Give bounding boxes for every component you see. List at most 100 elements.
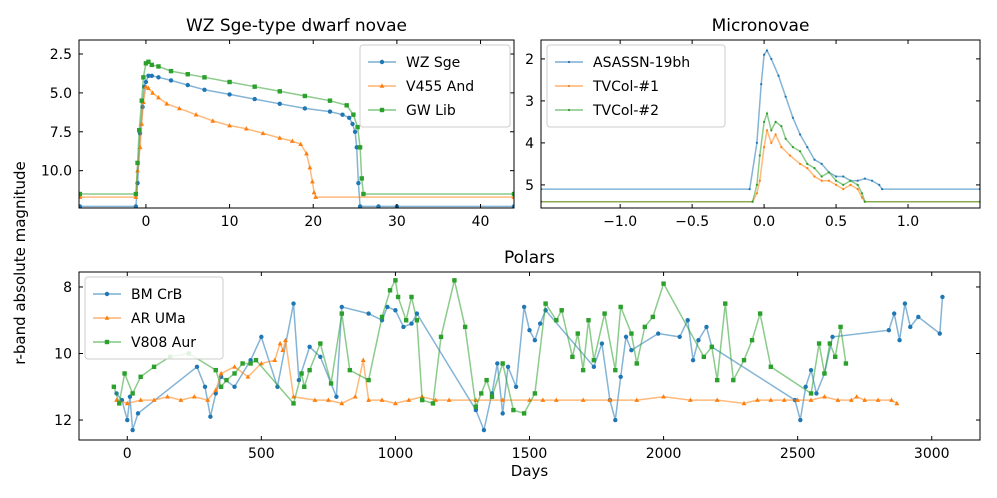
polars-point-0-52: [704, 324, 709, 330]
polars-point-0-17: [307, 344, 312, 350]
polars-point-1-43: [768, 397, 774, 402]
polars-point-2-28: [403, 318, 409, 323]
wz-point-2-14: [252, 84, 257, 89]
wz-point-2-22: [359, 176, 364, 181]
micro-point-1-17: [849, 183, 852, 186]
polars-legend-label-0: BM CrB: [131, 287, 182, 303]
polars-point-1-14: [277, 340, 283, 346]
polars-point-2-58: [650, 314, 656, 320]
polars-point-2-75: [843, 361, 849, 366]
polars-point-1-44: [781, 397, 787, 402]
wz-point-0-11: [185, 82, 190, 88]
wz-point-2-20: [355, 124, 360, 130]
polars-point-2-24: [379, 314, 385, 320]
micro-point-2-13: [813, 167, 816, 170]
micro-point-0-4: [762, 53, 766, 56]
wz-legend-marker-1: [379, 83, 385, 88]
wz-point-1-13: [210, 118, 216, 123]
wz-point-1-15: [243, 126, 249, 131]
polars-point-0-46: [629, 347, 634, 353]
polars-point-2-35: [462, 324, 468, 330]
polars-point-0-44: [618, 374, 623, 379]
polars-point-0-51: [696, 337, 701, 343]
wz-point-0-9: [156, 75, 161, 80]
micro-point-1-10: [798, 162, 802, 165]
polars-point-0-18: [318, 354, 323, 360]
polars-xtick-label-0: 0: [123, 446, 132, 462]
polars-point-2-45: [554, 318, 559, 323]
polars-point-0-25: [401, 324, 406, 330]
polars-point-1-33: [540, 397, 546, 402]
polars-legend-label-2: V808 Aur: [131, 335, 196, 351]
polars-point-2-52: [602, 311, 607, 316]
micro-point-2-2: [755, 183, 759, 186]
wz-point-0-19: [347, 115, 352, 120]
polars-point-2-46: [559, 308, 564, 313]
micro-point-1-14: [827, 179, 830, 182]
polars-point-0-5: [135, 411, 141, 416]
micro-point-0-18: [856, 179, 859, 182]
polars-point-1-52: [875, 397, 881, 402]
polars-point-1-40: [714, 397, 720, 402]
polars-point-0-23: [385, 304, 390, 310]
polars-point-2-61: [709, 344, 715, 350]
polars-point-2-42: [521, 411, 527, 416]
wz-point-0-0: [79, 204, 83, 208]
wz-point-1-1: [133, 194, 139, 199]
polars-point-1-34: [553, 397, 559, 402]
polars-point-0-62: [891, 311, 897, 316]
polars-point-0-47: [656, 331, 661, 336]
wz-point-1-24: [313, 194, 319, 199]
wz-legend: WZ Sge V455 And GW Lib: [359, 44, 511, 128]
polars-point-0-61: [886, 328, 892, 333]
polars-xtick-label-5: 2500: [780, 446, 816, 462]
polars-point-2-8: [213, 367, 218, 373]
polars-legend-label-1: AR UMa: [131, 311, 186, 327]
wz-point-1-22: [309, 178, 315, 184]
wz-point-2-10: [168, 68, 174, 74]
polars-point-2-1: [117, 401, 122, 406]
polars-point-0-2: [125, 417, 130, 423]
wz-ytick-label-0: 2.5: [50, 47, 72, 63]
wz-legend-label-0: WZ Sge: [406, 55, 460, 71]
polars-point-0-43: [613, 417, 618, 423]
polars-point-0-13: [259, 334, 264, 340]
wz-point-2-11: [185, 72, 190, 77]
polars-point-1-13: [272, 357, 278, 362]
micro-point-2-21: [863, 200, 866, 203]
polars-point-1-5: [178, 397, 184, 402]
polars-point-2-5: [151, 364, 157, 370]
wz-point-0-20: [350, 121, 355, 127]
wz-point-1-19: [298, 141, 304, 147]
micro-point-2-11: [798, 150, 802, 153]
wz-point-1-17: [277, 135, 283, 140]
micro-ytick-label-0: 2: [525, 52, 534, 68]
polars-point-1-7: [205, 397, 211, 402]
micro-legend-label-1: TVCol-#1: [592, 79, 659, 95]
wz-point-2-8: [149, 62, 154, 68]
micro-point-0-16: [842, 175, 845, 178]
wz-legend-label-1: V455 And: [406, 79, 474, 95]
wz-point-0-8: [149, 73, 154, 78]
polars-point-2-34: [452, 278, 457, 283]
wz-point-2-3: [137, 128, 142, 133]
polars-point-2-55: [629, 331, 634, 336]
wz-point-1-6: [143, 84, 149, 89]
micro-point-2-19: [856, 183, 859, 186]
wz-point-2-4: [139, 98, 144, 103]
polars-point-2-68: [768, 364, 774, 370]
micro-point-1-8: [780, 146, 783, 149]
micro-point-2-1: [751, 200, 754, 203]
micro-point-0-12: [813, 158, 816, 161]
polars-point-0-34: [513, 384, 519, 389]
polars-point-0-20: [339, 304, 344, 310]
polars-point-1-31: [500, 397, 506, 402]
wz-point-0-13: [227, 92, 232, 97]
polars-point-2-48: [575, 331, 580, 336]
micro-xtick-label-4: 1.0: [897, 214, 919, 230]
wz-point-1-4: [139, 121, 145, 126]
polars-point-1-3: [151, 397, 157, 402]
micro-point-0-13: [820, 162, 823, 165]
polars-xtick-label-3: 1500: [512, 446, 548, 462]
